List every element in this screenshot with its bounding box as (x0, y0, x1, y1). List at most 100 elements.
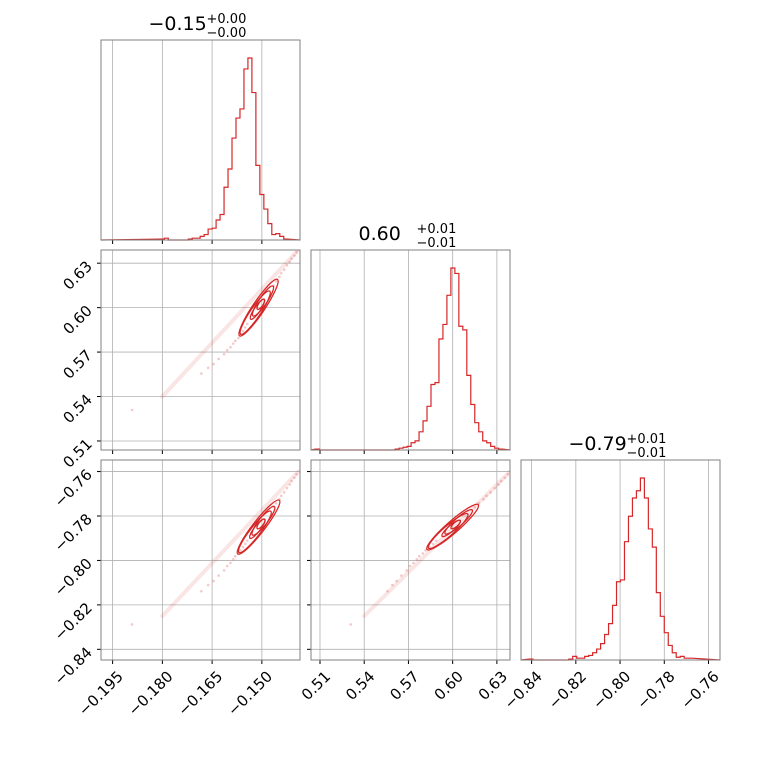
param-median: −0.79 (569, 433, 627, 455)
histogram-bin (427, 406, 431, 450)
sample-point (241, 329, 245, 333)
histogram-bin (491, 446, 495, 450)
sample-point (206, 583, 210, 587)
sample-point (278, 275, 281, 279)
sample-point (243, 542, 247, 546)
panel-frame (520, 459, 721, 661)
histogram-bin (411, 443, 415, 450)
density-contour (256, 518, 266, 530)
param-plus-error: +0.01 (627, 432, 667, 447)
sample-point (417, 555, 421, 558)
histogram-bin (597, 649, 601, 660)
histogram-bin (617, 582, 621, 660)
density-band (160, 250, 300, 399)
histogram-step-line (100, 57, 301, 241)
histogram-bin (228, 169, 232, 240)
histogram-bin (628, 516, 632, 660)
param-title-2: −0.79 +0.01−0.01 (569, 432, 667, 461)
sample-point (206, 366, 210, 370)
density-band (362, 469, 510, 618)
joint-panel-0-2: −0.195−0.180−0.165−0.150−0.84−0.82−0.80−… (51, 459, 301, 720)
sample-point (285, 486, 289, 490)
histogram-bin (652, 547, 656, 660)
histogram-bin (280, 236, 284, 240)
histogram-panel-1 (310, 249, 511, 454)
sample-point (130, 623, 134, 626)
y-tick-label: 0.63 (59, 257, 95, 293)
histogram-bin (640, 478, 644, 660)
histogram-bin (419, 432, 423, 450)
histogram-bin (593, 653, 597, 660)
y-tick-label: −0.76 (51, 466, 96, 511)
param-title-0: −0.15 +0.00−0.00 (149, 12, 247, 41)
y-tick-label: −0.78 (51, 510, 96, 555)
sample-point (424, 548, 427, 552)
histogram-bin (573, 656, 577, 660)
histogram-bin (204, 235, 208, 240)
sample-point (295, 472, 298, 476)
sample-point (212, 362, 215, 366)
histogram-step-line (520, 477, 721, 661)
sample-point (485, 494, 488, 498)
histogram-bin (636, 491, 640, 660)
sample-point (241, 545, 245, 549)
sample-point (434, 539, 438, 542)
y-tick-label: 0.54 (59, 391, 95, 427)
x-tick-label: −0.78 (633, 668, 678, 713)
x-tick-label: 0.54 (342, 668, 378, 704)
sample-point (408, 564, 412, 568)
param-minus-error: −0.01 (417, 236, 457, 251)
param-title-1: 0.60 +0.01−0.01 (359, 222, 457, 251)
sample-point (295, 250, 298, 254)
x-tick-label: −0.165 (174, 668, 226, 720)
histogram-bin (240, 109, 244, 240)
histogram-bin (471, 405, 475, 451)
sample-point (229, 345, 232, 349)
sample-point (493, 486, 497, 490)
histogram-bin (609, 624, 613, 660)
density-band (160, 469, 300, 618)
density-contour (238, 278, 279, 337)
density-contour (427, 512, 469, 550)
density-contour (256, 298, 266, 311)
y-tick-label: 0.51 (59, 435, 95, 471)
param-median: 0.60 (359, 223, 401, 245)
histogram-bin (272, 235, 276, 240)
sample-point (499, 479, 503, 483)
panel-frame (310, 459, 511, 661)
histogram-bin (656, 593, 660, 660)
sample-point (225, 348, 229, 352)
sample-point (285, 263, 289, 267)
histogram-bin (431, 384, 435, 450)
histogram-bin (224, 187, 228, 240)
histogram-bin (475, 423, 479, 450)
sample-point (400, 574, 403, 577)
histogram-bin (276, 234, 280, 240)
sample-point (503, 476, 507, 479)
histogram-bin (605, 635, 609, 660)
histogram-bin (435, 383, 439, 450)
param-plus-error: +0.01 (417, 222, 457, 237)
histogram-bin (208, 229, 212, 240)
sample-point (233, 555, 237, 558)
sample-point (225, 564, 229, 568)
density-contour (251, 505, 276, 536)
histogram-bin (664, 633, 668, 660)
y-tick-label: −0.80 (51, 555, 96, 600)
sample-point (489, 491, 492, 494)
x-tick-label: −0.84 (501, 668, 546, 713)
histogram-bin (680, 656, 684, 660)
sample-point (386, 589, 389, 593)
density-contour (426, 503, 480, 551)
sample-point (243, 326, 247, 329)
histogram-bin (447, 295, 451, 450)
sample-point (431, 542, 435, 546)
sample-point (200, 372, 203, 375)
histogram-bin (232, 138, 236, 240)
sample-point (288, 483, 292, 486)
density-contour (237, 510, 272, 554)
density-contour (444, 508, 474, 535)
histogram-bin (601, 644, 605, 660)
histogram-bin (216, 220, 220, 240)
